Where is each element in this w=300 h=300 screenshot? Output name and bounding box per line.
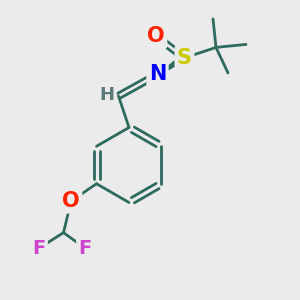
Text: N: N	[149, 64, 166, 84]
Text: S: S	[177, 48, 192, 68]
Text: F: F	[79, 239, 92, 258]
Text: H: H	[100, 85, 115, 103]
Text: O: O	[147, 26, 165, 46]
Text: F: F	[32, 239, 46, 258]
Text: O: O	[62, 191, 80, 211]
